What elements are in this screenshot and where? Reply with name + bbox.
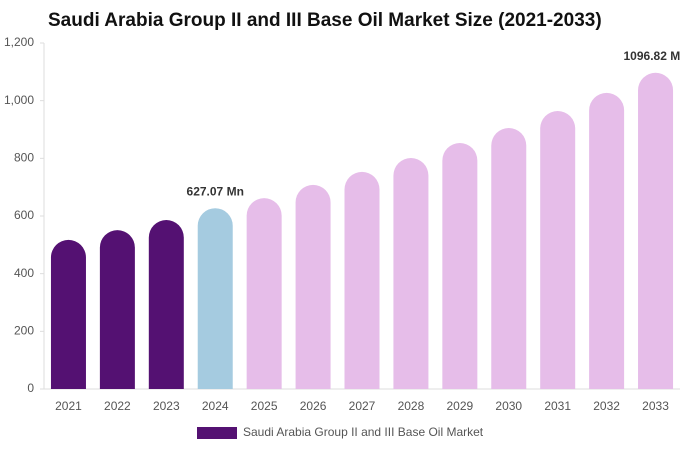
bar [148, 220, 184, 389]
value-label: 1096.82 Mn [624, 49, 680, 63]
y-tick-label: 1,000 [4, 93, 34, 107]
bar [442, 143, 478, 389]
bar [638, 72, 674, 389]
x-tick-label: 2033 [642, 399, 669, 413]
y-tick-label: 800 [14, 151, 34, 165]
bar [197, 208, 233, 389]
bar [295, 184, 331, 389]
bar [540, 111, 576, 389]
bar [99, 230, 135, 389]
x-tick-label: 2023 [153, 399, 180, 413]
bar [589, 92, 625, 390]
x-tick-label: 2025 [251, 399, 278, 413]
x-tick-label: 2029 [446, 399, 473, 413]
bar [50, 239, 86, 389]
x-tick-label: 2028 [398, 399, 425, 413]
y-tick-label: 1,200 [4, 35, 34, 49]
bar [393, 158, 429, 389]
x-tick-label: 2026 [300, 399, 327, 413]
bar [246, 198, 282, 389]
x-tick-label: 2027 [349, 399, 376, 413]
legend-swatch [197, 427, 237, 439]
x-tick-label: 2021 [55, 399, 82, 413]
x-tick-label: 2032 [593, 399, 620, 413]
chart-title: Saudi Arabia Group II and III Base Oil M… [48, 10, 602, 31]
x-tick-label: 2022 [104, 399, 131, 413]
y-tick-label: 0 [27, 381, 34, 395]
y-tick-label: 200 [14, 324, 34, 338]
x-tick-label: 2030 [495, 399, 522, 413]
bar [344, 171, 380, 389]
x-tick-label: 2031 [544, 399, 571, 413]
value-label: 627.07 Mn [187, 184, 244, 198]
y-tick-label: 400 [14, 266, 34, 280]
bar [491, 128, 527, 389]
legend-label: Saudi Arabia Group II and III Base Oil M… [243, 425, 484, 439]
x-tick-label: 2024 [202, 399, 229, 413]
y-tick-label: 600 [14, 208, 34, 222]
